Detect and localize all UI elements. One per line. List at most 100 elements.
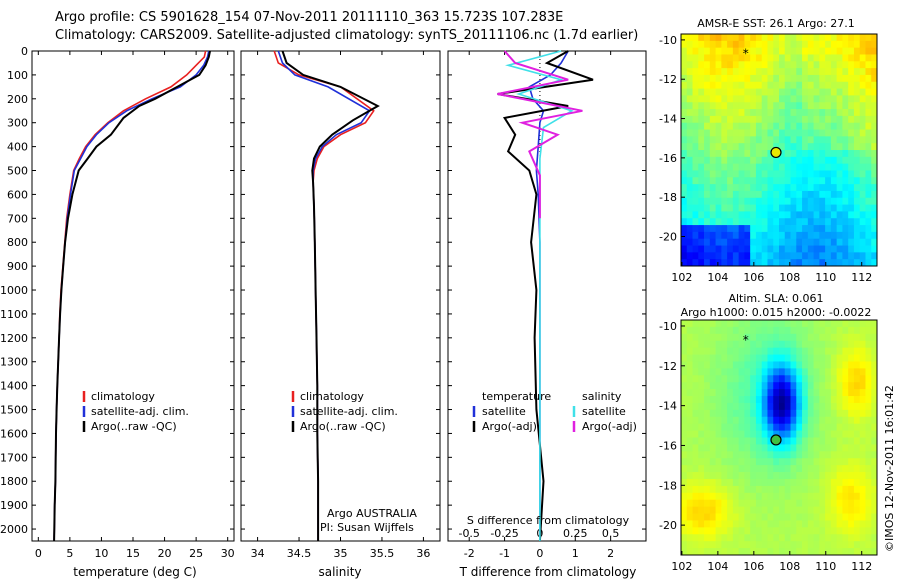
map-cell <box>698 177 705 185</box>
map-cell <box>830 458 838 466</box>
map-cell <box>796 347 803 355</box>
map-cell <box>738 492 745 501</box>
map-cell <box>750 375 757 383</box>
map-cell <box>698 548 705 556</box>
map-cell <box>853 506 861 514</box>
map-cell <box>767 389 774 397</box>
map-cell <box>853 61 861 69</box>
map-cell <box>784 492 791 501</box>
map-cell <box>681 238 688 246</box>
map-cell <box>767 129 774 137</box>
x-tick-label: 1 <box>572 547 579 560</box>
map-cell <box>732 451 740 459</box>
map-cell <box>686 527 693 535</box>
map-cell <box>698 115 705 124</box>
map-cell <box>692 402 699 411</box>
map-cell <box>859 527 866 535</box>
map-cell <box>813 472 820 480</box>
map-cell <box>859 143 866 151</box>
map-cell <box>773 68 780 76</box>
map-cell <box>767 156 774 165</box>
map-cell <box>692 396 699 404</box>
map-cell <box>698 534 705 542</box>
map-cell <box>715 68 722 76</box>
map-cell <box>750 333 757 342</box>
map-cell <box>836 333 843 342</box>
map-cell <box>871 541 878 549</box>
map-cell <box>681 47 688 55</box>
map-cell <box>871 320 878 328</box>
map-cell <box>732 143 740 151</box>
map-cell <box>807 499 814 508</box>
map-cell <box>721 361 728 369</box>
map-cell <box>842 375 849 383</box>
map-cell <box>704 416 711 425</box>
map-cell <box>715 136 722 144</box>
map-cell <box>755 129 763 137</box>
map-cell <box>727 170 734 178</box>
map-cell <box>813 47 820 55</box>
map-cell <box>709 150 716 158</box>
map-cell <box>738 197 745 205</box>
map-cell <box>836 252 843 260</box>
map-cell <box>825 354 832 362</box>
map-cell <box>830 156 838 165</box>
map-cell <box>750 231 757 240</box>
map-cell <box>813 115 820 124</box>
map-cell <box>830 88 838 96</box>
map-cell <box>721 34 728 42</box>
map-cell <box>836 396 843 404</box>
map-cell <box>779 478 786 487</box>
map-cell <box>779 409 786 418</box>
map-cell <box>738 238 745 246</box>
map-cell <box>865 492 872 501</box>
map-cell <box>807 211 814 219</box>
map-cell <box>738 218 745 226</box>
map-cell <box>830 81 838 89</box>
map-cell <box>761 458 768 466</box>
map-cell <box>796 102 803 110</box>
map-cell <box>848 245 855 253</box>
map-cell <box>738 115 745 124</box>
map-cell <box>802 197 809 205</box>
map-cell <box>681 444 688 452</box>
map-cell <box>830 190 838 199</box>
map-cell <box>709 444 716 452</box>
map-cell <box>732 88 740 96</box>
map-cell <box>865 347 872 355</box>
map-cell <box>848 95 855 103</box>
map-cell <box>732 416 740 425</box>
map-cell <box>750 136 757 144</box>
map-cell <box>692 520 699 528</box>
map-cell <box>853 437 861 445</box>
map-cell <box>692 81 699 89</box>
map-cell <box>802 492 809 501</box>
map-cell <box>790 326 797 335</box>
map-cell <box>709 368 716 376</box>
map-y-tick-label: -16 <box>659 152 677 165</box>
map-cell <box>681 54 688 62</box>
map-cell <box>715 513 722 521</box>
map-cell <box>698 47 705 55</box>
map-cell <box>732 326 740 335</box>
map-cell <box>727 506 734 514</box>
map-cell <box>842 218 849 226</box>
map-cell <box>755 396 763 404</box>
map-cell <box>704 88 711 96</box>
map-cell <box>755 47 763 55</box>
map-cell <box>836 40 843 49</box>
map-cell <box>790 231 797 240</box>
map-cell <box>807 88 814 96</box>
map-cell <box>732 74 740 83</box>
map-cell <box>859 74 866 83</box>
map-cell <box>738 375 745 383</box>
map-cell <box>790 136 797 144</box>
map-cell <box>836 190 843 199</box>
map-cell <box>698 485 705 494</box>
map-cell <box>715 458 722 466</box>
map-cell <box>779 61 786 69</box>
map-cell <box>681 340 688 349</box>
map-cell <box>813 451 820 459</box>
map-cell <box>761 499 768 508</box>
map-cell <box>790 238 797 246</box>
